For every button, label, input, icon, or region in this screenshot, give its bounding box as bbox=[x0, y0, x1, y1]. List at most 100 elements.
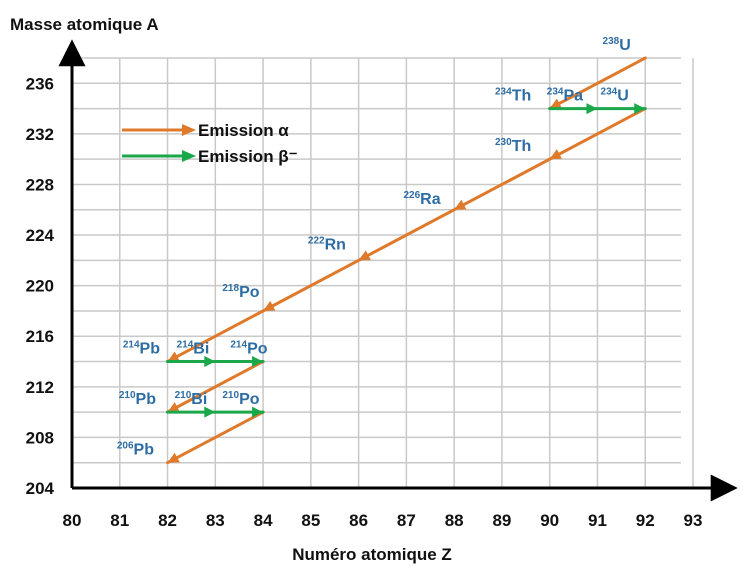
nuclide-mass: 206 bbox=[117, 441, 134, 452]
legend: Emission α Emission β⁻ bbox=[122, 121, 298, 166]
nuclide-mass: 234 bbox=[547, 87, 564, 98]
y-tick-label: 224 bbox=[26, 226, 55, 245]
beta-arrowhead bbox=[252, 356, 264, 368]
nuclide-label: 206 Pb bbox=[117, 441, 154, 459]
nuclide-symbol: Pb bbox=[140, 341, 161, 358]
nuclide-symbol: Bi bbox=[193, 341, 209, 358]
x-tick-label: 86 bbox=[349, 511, 368, 530]
nuclide-label: 214 Pb bbox=[123, 340, 160, 358]
nuclide-mass: 234 bbox=[601, 87, 618, 98]
alpha-arrowhead bbox=[549, 98, 562, 109]
nuclide-symbol: Po bbox=[239, 284, 260, 301]
nuclide-symbol: Pb bbox=[134, 442, 155, 459]
axes bbox=[58, 39, 738, 502]
nuclide-label: 222 Rn bbox=[308, 235, 346, 253]
nuclide-mass: 238 bbox=[603, 36, 620, 47]
legend-alpha-arrowhead bbox=[182, 124, 196, 136]
nuclide-symbol: Th bbox=[512, 138, 532, 155]
alpha-decay-line bbox=[166, 360, 265, 414]
alpha-arrowhead bbox=[263, 300, 276, 311]
nuclide-label: 226 Ra bbox=[403, 190, 440, 208]
nuclide-symbol: Bi bbox=[191, 391, 207, 408]
y-tick-labels: 204 208 212 216 220 224 228 232 236 bbox=[26, 74, 55, 498]
alpha-arrowhead bbox=[167, 351, 180, 362]
x-tick-label: 92 bbox=[636, 511, 655, 530]
legend-beta-label: Emission β⁻ bbox=[198, 147, 298, 166]
x-axis-title: Numéro atomique Z bbox=[292, 545, 452, 564]
x-tick-label: 90 bbox=[540, 511, 559, 530]
nuclide-mass: 218 bbox=[222, 283, 239, 294]
y-tick-label: 208 bbox=[26, 428, 54, 447]
beta-arrowhead bbox=[634, 103, 646, 115]
legend-alpha-label: Emission α bbox=[198, 121, 289, 140]
nuclide-mass: 234 bbox=[495, 87, 512, 98]
legend-beta-arrowhead bbox=[182, 150, 196, 162]
nuclide-label: 238 U bbox=[603, 36, 631, 54]
nuclide-label: 210 Bi bbox=[175, 390, 208, 408]
nuclide-symbol: Rn bbox=[325, 236, 346, 253]
x-tick-label: 83 bbox=[206, 511, 225, 530]
nuclide-label: 234 Th bbox=[495, 87, 531, 105]
nuclide-symbol: Pb bbox=[136, 391, 157, 408]
nuclide-mass: 214 bbox=[230, 340, 247, 351]
y-tick-label: 236 bbox=[26, 74, 54, 93]
alpha-decay-line bbox=[548, 56, 647, 111]
nuclide-label: 210 Po bbox=[222, 390, 259, 408]
nuclide-label: 210 Pb bbox=[119, 390, 156, 408]
nuclide-symbol: Po bbox=[239, 391, 260, 408]
y-tick-label: 216 bbox=[26, 327, 54, 346]
y-tick-label: 220 bbox=[26, 277, 54, 296]
y-tick-label: 228 bbox=[26, 175, 54, 194]
x-tick-label: 93 bbox=[684, 511, 703, 530]
x-tick-label: 88 bbox=[445, 511, 464, 530]
beta-arrowhead bbox=[586, 103, 598, 115]
nuclide-mass: 210 bbox=[119, 390, 136, 401]
nuclide-mass: 214 bbox=[177, 340, 194, 351]
x-tick-label: 82 bbox=[158, 511, 177, 530]
x-tick-label: 87 bbox=[397, 511, 416, 530]
nuclide-label: 234 Pa bbox=[547, 87, 583, 105]
decay-series bbox=[166, 56, 647, 465]
nuclide-mass: 230 bbox=[495, 137, 512, 148]
alpha-arrowhead bbox=[167, 402, 180, 413]
alpha-arrowhead bbox=[454, 199, 467, 210]
nuclide-symbol: Pa bbox=[563, 88, 583, 105]
nuclide-symbol: Th bbox=[512, 88, 532, 105]
nuclide-symbol: U bbox=[619, 37, 631, 54]
beta-arrowhead bbox=[252, 406, 264, 418]
beta-arrowhead bbox=[204, 356, 216, 368]
grid bbox=[72, 57, 694, 488]
y-tick-label: 232 bbox=[26, 125, 54, 144]
x-tick-label: 81 bbox=[110, 511, 129, 530]
nuclide-label: 214 Po bbox=[230, 340, 267, 358]
nuclide-symbol: Po bbox=[247, 341, 268, 358]
y-tick-label: 204 bbox=[26, 479, 55, 498]
nuclide-mass: 214 bbox=[123, 340, 140, 351]
nuclide-label: 230 Th bbox=[495, 137, 531, 155]
x-tick-label: 80 bbox=[63, 511, 82, 530]
beta-arrowhead bbox=[204, 406, 216, 418]
nuclide-label: 218 Po bbox=[222, 283, 259, 301]
alpha-arrowhead bbox=[167, 452, 180, 463]
alpha-decay-line bbox=[166, 410, 265, 465]
x-tick-label: 85 bbox=[301, 511, 320, 530]
nuclide-mass: 226 bbox=[403, 190, 420, 201]
nuclide-label: 214 Bi bbox=[177, 340, 210, 358]
y-axis-title: Masse atomique A bbox=[10, 15, 159, 34]
x-tick-label: 91 bbox=[588, 511, 607, 530]
alpha-decay-line bbox=[166, 107, 647, 364]
nuclide-mass: 222 bbox=[308, 235, 325, 246]
nuclide-symbol: Ra bbox=[420, 191, 441, 208]
nuclide-symbol: U bbox=[617, 88, 629, 105]
x-tick-label: 84 bbox=[254, 511, 273, 530]
x-tick-labels: 80 81 82 83 84 85 86 87 88 89 90 91 92 93 bbox=[63, 511, 703, 530]
alpha-arrowhead bbox=[549, 149, 562, 160]
alpha-arrowhead bbox=[358, 250, 371, 261]
nuclide-label: 234 U bbox=[601, 87, 629, 105]
nuclide-mass: 210 bbox=[175, 390, 192, 401]
x-tick-label: 89 bbox=[492, 511, 511, 530]
nuclide-mass: 210 bbox=[222, 390, 239, 401]
y-tick-label: 212 bbox=[26, 378, 54, 397]
